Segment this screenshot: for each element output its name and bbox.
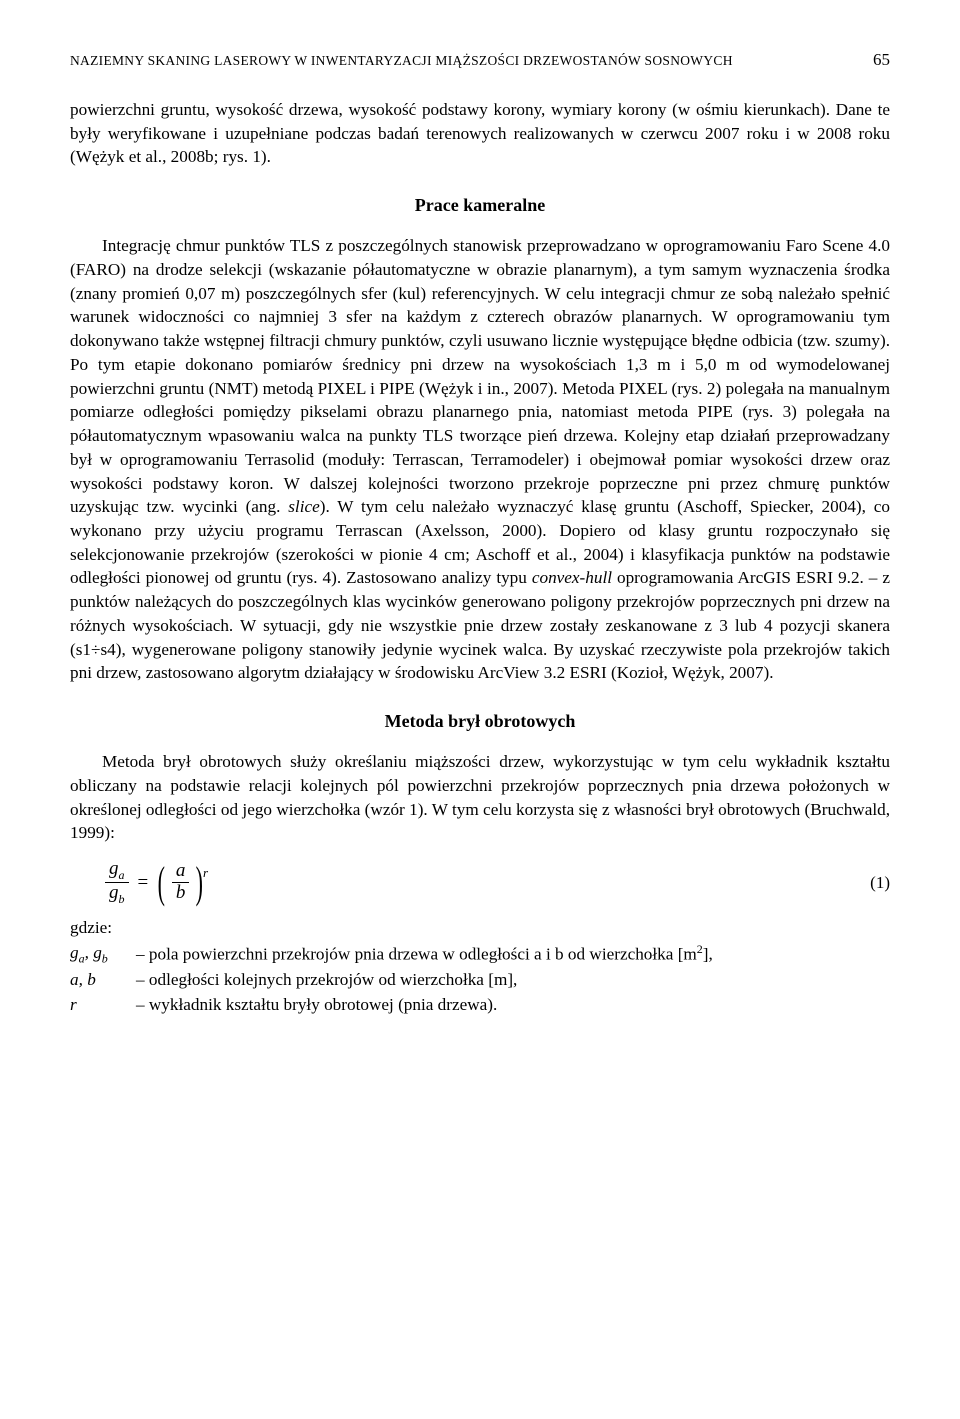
where-label: gdzie: bbox=[70, 916, 890, 941]
formula-exponent: r bbox=[203, 865, 208, 881]
rhs-den: b bbox=[172, 883, 190, 904]
equals-sign: = bbox=[138, 872, 149, 894]
lhs-num-g: g bbox=[109, 858, 119, 879]
italic-slice: slice bbox=[288, 497, 320, 516]
intro-paragraph: powierzchni gruntu, wysokość drzewa, wys… bbox=[70, 98, 890, 169]
equation-number: (1) bbox=[870, 873, 890, 893]
page-number: 65 bbox=[873, 50, 890, 70]
heading-metoda-bryl: Metoda brył obrotowych bbox=[70, 711, 890, 732]
lhs-den-sub: b bbox=[119, 892, 125, 906]
formula-1: ga gb = ( a b ) r bbox=[102, 859, 212, 906]
italic-convex-hull: convex-hull bbox=[532, 568, 612, 587]
formula-lhs-fraction: ga gb bbox=[105, 859, 129, 906]
where-desc-1: – pola powierzchni przekrojów pnia drzew… bbox=[136, 941, 713, 968]
where-desc-3: – wykładnik kształtu bryły obrotowej (pn… bbox=[136, 993, 497, 1018]
lhs-num-sub: a bbox=[119, 868, 125, 882]
formula-rhs-fraction: a b bbox=[172, 861, 190, 904]
where-row-3: r – wykładnik kształtu bryły obrotowej (… bbox=[70, 993, 890, 1018]
lhs-den-g: g bbox=[109, 882, 119, 903]
where-sym-ab: a, b bbox=[70, 968, 136, 993]
section1-paragraph: Integrację chmur punktów TLS z poszczegó… bbox=[70, 234, 890, 685]
where-row-1: ga, gb – pola powierzchni przekrojów pni… bbox=[70, 941, 890, 968]
where-block: gdzie: ga, gb – pola powierzchni przekro… bbox=[70, 916, 890, 1018]
page-header: NAZIEMNY SKANING LASEROWY W INWENTARYZAC… bbox=[70, 50, 890, 70]
where-desc-2: – odległości kolejnych przekrojów od wie… bbox=[136, 968, 517, 993]
page-container: NAZIEMNY SKANING LASEROWY W INWENTARYZAC… bbox=[0, 0, 960, 1068]
rhs-num: a bbox=[172, 861, 190, 883]
section2-paragraph: Metoda brył obrotowych służy określaniu … bbox=[70, 750, 890, 845]
section1-text-a: Integrację chmur punktów TLS z poszczegó… bbox=[70, 236, 890, 516]
left-paren-icon: ( bbox=[158, 865, 165, 900]
where-sym-gagb: ga, gb bbox=[70, 941, 136, 968]
where-sym-r: r bbox=[70, 993, 136, 1018]
where-row-2: a, b – odległości kolejnych przekrojów o… bbox=[70, 968, 890, 993]
running-title: NAZIEMNY SKANING LASEROWY W INWENTARYZAC… bbox=[70, 53, 733, 69]
formula-row: ga gb = ( a b ) r (1) bbox=[102, 859, 890, 906]
heading-prace-kameralne: Prace kameralne bbox=[70, 195, 890, 216]
